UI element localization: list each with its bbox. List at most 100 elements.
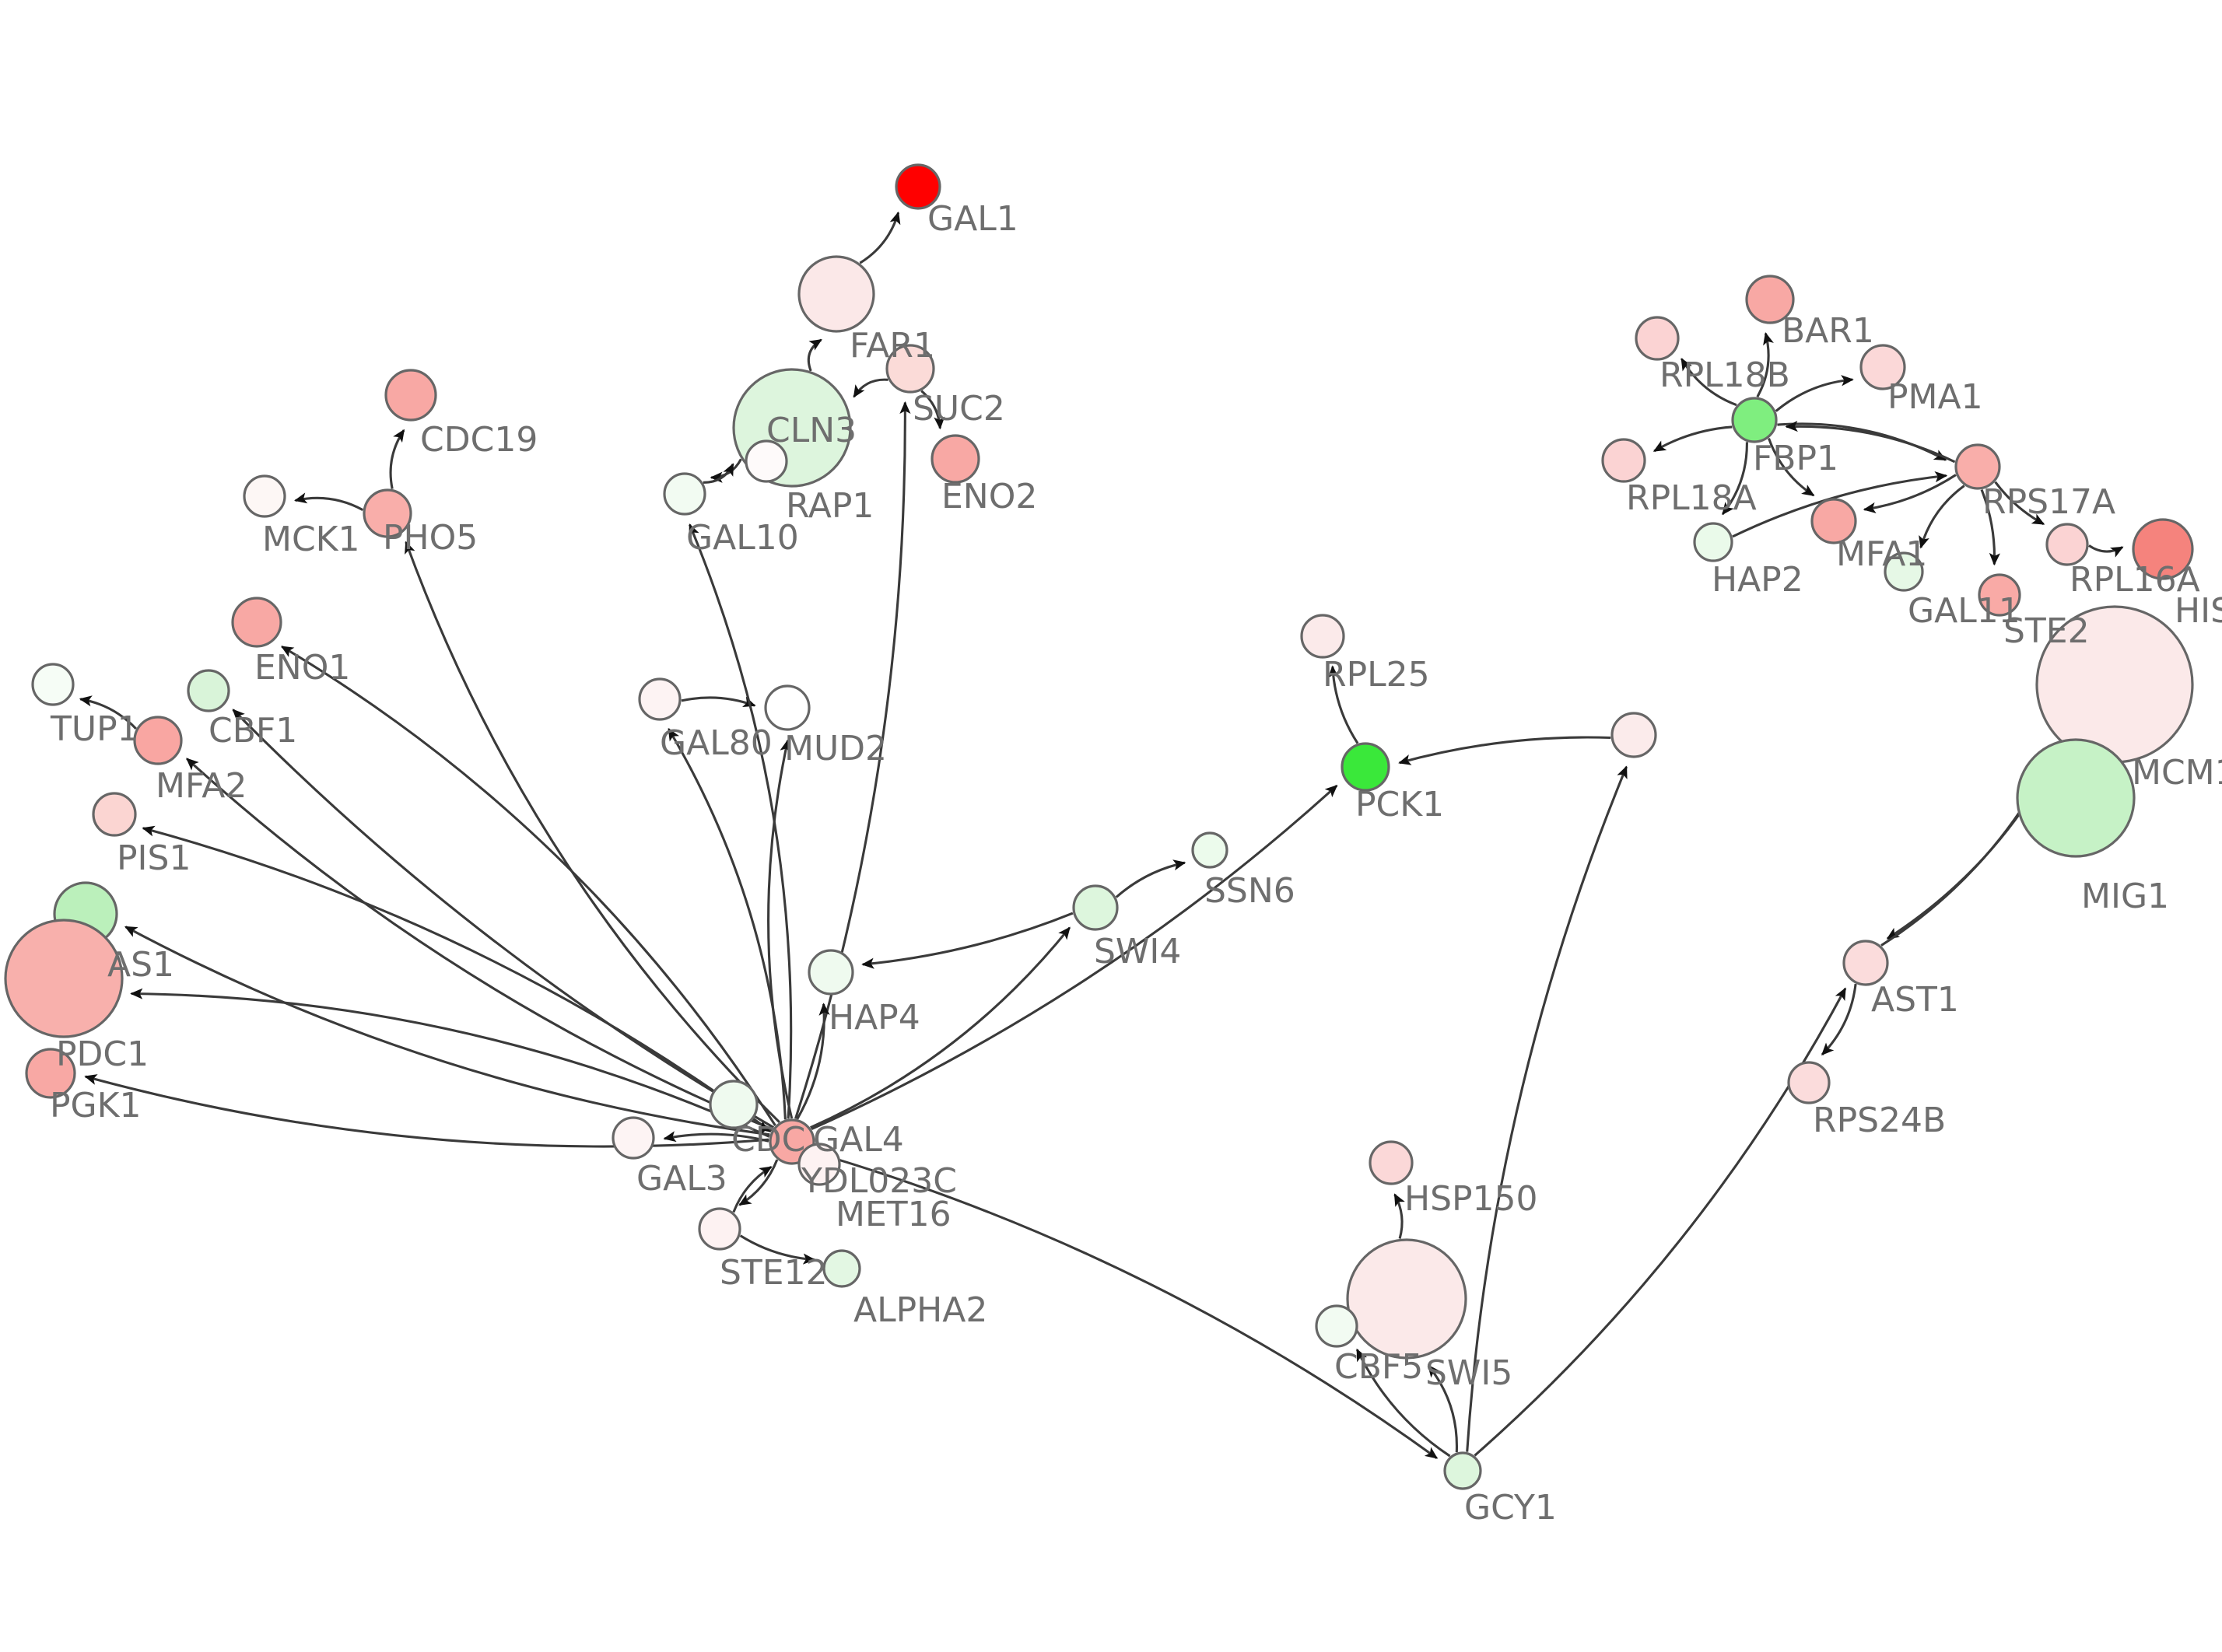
node-label-cbf1: CBF1 xyxy=(209,711,297,751)
node-label-mck1: MCK1 xyxy=(262,520,360,559)
edge-rpl25b-to-pck1 xyxy=(1398,736,1611,765)
edge-gal4-to-suc2 xyxy=(794,401,911,1119)
node-rpl25[interactable] xyxy=(1300,614,1345,659)
node-bar1[interactable] xyxy=(1745,275,1795,324)
node-cbf5[interactable] xyxy=(1315,1304,1358,1348)
node-label-ste12: STE12 xyxy=(720,1253,828,1293)
node-ste2[interactable] xyxy=(1978,573,2021,617)
node-swi4[interactable] xyxy=(1072,884,1119,931)
node-cbf1[interactable] xyxy=(187,669,230,712)
edge-ste12-to-alpha2 xyxy=(739,1234,816,1265)
node-gal11[interactable] xyxy=(1884,551,1924,592)
node-gal80[interactable] xyxy=(638,677,682,721)
node-label-as1: AS1 xyxy=(107,945,174,985)
node-rpl25b[interactable] xyxy=(1610,712,1657,758)
edge-fbp1-to-hap2 xyxy=(1721,442,1748,516)
node-eno1[interactable] xyxy=(231,597,282,648)
node-alpha2[interactable] xyxy=(822,1249,861,1288)
node-suc2[interactable] xyxy=(885,344,935,394)
edge-far1-to-gal1 xyxy=(859,211,901,264)
node-label-mud2: MUD2 xyxy=(784,729,887,768)
node-pma1[interactable] xyxy=(1859,344,1906,390)
node-gal10[interactable] xyxy=(663,472,706,516)
edge-swi5-to-hsp150 xyxy=(1393,1193,1405,1239)
edge-pho5-to-mck1 xyxy=(294,492,364,511)
node-label-gcy1: GCY1 xyxy=(1464,1488,1557,1528)
edge-cln3-to-far1 xyxy=(807,338,822,372)
node-mfa1[interactable] xyxy=(1810,498,1857,544)
edge-gal4-to-cdc xyxy=(760,1122,773,1136)
edge-layer xyxy=(79,211,2124,1459)
node-pho5[interactable] xyxy=(363,488,412,538)
edge-fbp1-to-bar1 xyxy=(1756,332,1774,397)
node-label-mig1: MIG1 xyxy=(2081,877,2169,916)
node-mud2[interactable] xyxy=(764,684,811,731)
node-rap1[interactable] xyxy=(745,439,788,483)
node-his4[interactable] xyxy=(2132,518,2194,580)
node-ste12[interactable] xyxy=(698,1207,741,1251)
node-label-eno2: ENO2 xyxy=(941,477,1037,516)
node-ydl023c[interactable] xyxy=(797,1143,841,1186)
edge-gal4-to-as1 xyxy=(124,926,770,1136)
node-gal1[interactable] xyxy=(895,163,941,210)
node-mig1[interactable] xyxy=(2016,738,2136,858)
node-label-ste2: STE2 xyxy=(2003,611,2090,651)
node-swi5[interactable] xyxy=(1346,1238,1467,1360)
node-mfa2[interactable] xyxy=(133,716,183,765)
node-hap2[interactable] xyxy=(1693,522,1733,562)
node-layer[interactable] xyxy=(4,163,2194,1490)
node-fbp1[interactable] xyxy=(1731,397,1778,443)
node-label-pma1: PMA1 xyxy=(1887,377,1983,417)
edge-rpl16a-to-his4 xyxy=(2088,544,2124,558)
node-label-mfa2: MFA2 xyxy=(156,766,247,806)
edge-fbp1-to-rpl18a xyxy=(1652,425,1733,453)
node-rps17a[interactable] xyxy=(1954,443,2001,490)
node-ssn6[interactable] xyxy=(1191,831,1228,869)
node-label-gal1: GAL1 xyxy=(927,199,1018,239)
node-label-met16: MET16 xyxy=(836,1195,952,1234)
node-ast1[interactable] xyxy=(1842,940,1889,986)
node-label-swi5: SWI5 xyxy=(1425,1353,1512,1393)
node-cdc[interactable] xyxy=(709,1080,759,1129)
node-label-rps17a: RPS17A xyxy=(1982,482,2115,522)
edge-pho5-to-cdc19 xyxy=(389,429,405,489)
node-label-far1: FAR1 xyxy=(850,326,935,366)
node-mck1[interactable] xyxy=(243,474,286,518)
node-hap4[interactable] xyxy=(808,949,854,996)
node-gal3[interactable] xyxy=(612,1116,655,1160)
node-pis1[interactable] xyxy=(92,792,137,837)
node-eno2[interactable] xyxy=(931,434,980,484)
edge-suc2-to-cln3 xyxy=(853,378,888,398)
edge-hap2-to-rps17a xyxy=(1732,471,1948,538)
node-label-hsp150: HSP150 xyxy=(1404,1179,1538,1219)
node-tup1[interactable] xyxy=(31,663,75,706)
node-label-pdc1: PDC1 xyxy=(56,1034,149,1074)
node-label-rpl18b: RPL18B xyxy=(1659,355,1790,395)
node-rpl18b[interactable] xyxy=(1635,316,1680,361)
node-pgk1[interactable] xyxy=(25,1048,76,1099)
node-pdc1[interactable] xyxy=(4,919,124,1038)
node-cdc19[interactable] xyxy=(384,369,437,422)
node-label-pgk1: PGK1 xyxy=(50,1086,141,1125)
edge-gal4-to-pgk1 xyxy=(84,1074,769,1148)
node-rps24b[interactable] xyxy=(1787,1061,1831,1104)
edge-rps17a-to-fbp1 xyxy=(1785,420,1956,464)
node-label-cdc19: CDC19 xyxy=(420,420,538,460)
node-rpl16a[interactable] xyxy=(2045,523,2089,566)
edge-gal4-to-gal10 xyxy=(689,523,793,1119)
edge-rps17a-to-rpl16a xyxy=(1994,481,2045,526)
node-gcy1[interactable] xyxy=(1443,1451,1482,1490)
node-far1[interactable] xyxy=(797,255,875,333)
edge-rps17a-to-ste2 xyxy=(1980,489,2000,566)
node-hsp150[interactable] xyxy=(1369,1140,1414,1185)
edge-swi4-to-ssn6 xyxy=(1115,859,1186,898)
node-label-alpha2: ALPHA2 xyxy=(853,1290,987,1330)
node-label-gal80: GAL80 xyxy=(660,723,773,763)
node-pck1[interactable] xyxy=(1341,742,1390,792)
node-rpl18a[interactable] xyxy=(1601,438,1646,483)
node-label-bar1: BAR1 xyxy=(1782,311,1874,351)
edge-gal4-to-pck1 xyxy=(811,784,1338,1131)
